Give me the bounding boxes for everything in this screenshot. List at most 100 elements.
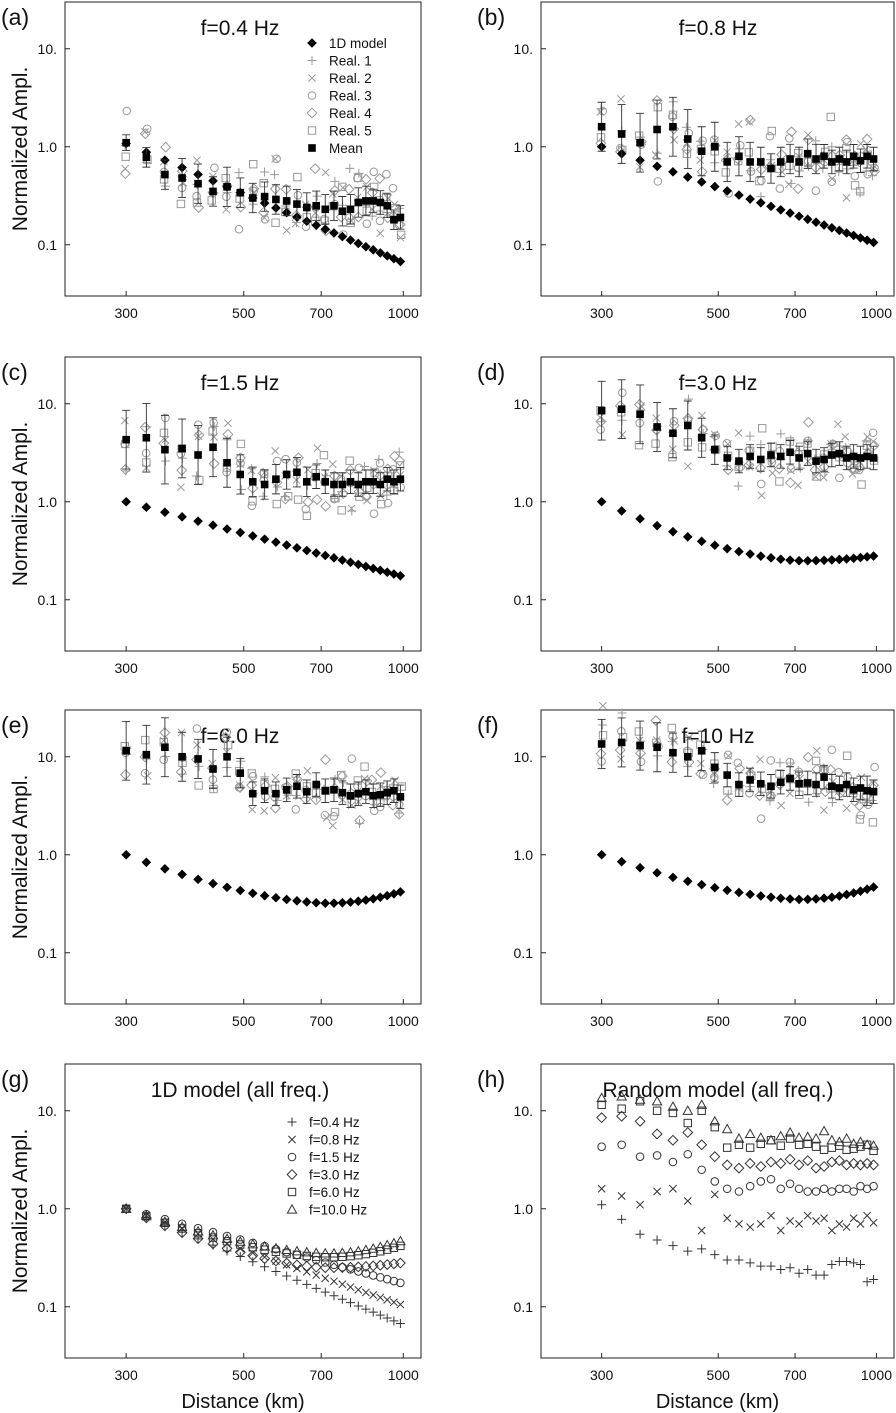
mean-point	[669, 122, 677, 131]
data-point	[793, 1132, 805, 1142]
data-point	[616, 1110, 628, 1122]
mean-point	[321, 477, 330, 486]
data-point	[259, 1240, 271, 1251]
real-point	[319, 450, 329, 460]
data-point	[827, 1226, 836, 1235]
data-point	[683, 1197, 692, 1205]
series-mean	[122, 717, 405, 810]
real-point	[209, 418, 218, 428]
real-point	[596, 107, 605, 116]
data-point	[248, 1257, 258, 1267]
data-point	[819, 1184, 829, 1194]
model-point	[635, 514, 645, 524]
mean-point	[723, 158, 731, 166]
model-point	[121, 849, 131, 860]
y-tick-label: 10.	[38, 41, 57, 57]
data-point	[710, 1250, 720, 1260]
data-point	[301, 1260, 313, 1272]
real-point	[853, 800, 865, 812]
data-point	[193, 1223, 203, 1233]
legend-label: Mean	[329, 141, 363, 156]
legend-label: Real. 1	[329, 54, 372, 69]
model-point	[247, 531, 258, 541]
mean-point	[803, 449, 812, 458]
series-1d-model	[596, 141, 879, 248]
model-point	[855, 552, 866, 563]
model-point	[292, 896, 302, 906]
mean-point	[710, 445, 719, 454]
mean-point	[820, 455, 828, 464]
data-point	[697, 1106, 706, 1115]
real-point	[207, 196, 216, 205]
mean-point	[390, 477, 398, 486]
data-point	[381, 1239, 393, 1250]
legend-label: f=1.5 Hz	[309, 1150, 360, 1165]
mean-point	[849, 786, 858, 794]
real-point	[861, 133, 873, 145]
real-point	[818, 461, 830, 473]
real-point	[375, 216, 385, 226]
real-point	[331, 493, 340, 503]
real-point	[863, 800, 873, 809]
mean-point	[820, 152, 828, 161]
real-point	[248, 183, 260, 195]
real-point	[614, 744, 626, 756]
real-point	[337, 488, 349, 500]
real-point	[653, 177, 663, 186]
real-point	[280, 183, 292, 195]
model-point	[193, 516, 203, 526]
real-point	[819, 806, 828, 815]
plot-frame	[540, 356, 895, 652]
mean-point	[260, 480, 269, 489]
real-point	[269, 183, 281, 195]
data-point	[803, 1187, 813, 1196]
real-point	[160, 141, 172, 153]
x-tick-label: 700	[783, 1013, 807, 1029]
real-point	[616, 755, 625, 764]
legend-label: f=6.0 Hz	[309, 1185, 360, 1200]
model-point	[775, 205, 786, 215]
data-point	[722, 1184, 732, 1194]
data-point	[861, 1157, 873, 1169]
data-point	[849, 1214, 858, 1223]
mean-point	[869, 155, 878, 163]
model-point	[745, 194, 755, 204]
data-point	[270, 1255, 282, 1267]
data-point	[734, 1255, 744, 1265]
data-point	[120, 1203, 132, 1213]
model-point	[345, 235, 356, 245]
panel-title: f=0.4 Hz	[201, 17, 280, 40]
real-point	[853, 461, 865, 473]
real-point	[160, 456, 170, 466]
real-point	[192, 724, 202, 733]
data-point	[319, 1262, 331, 1274]
data-point	[652, 1235, 662, 1245]
real-point	[140, 768, 150, 778]
model-point	[794, 894, 804, 905]
y-tick-label: 10.	[514, 396, 533, 412]
data-point	[596, 1092, 608, 1103]
mean-point	[842, 158, 851, 166]
real-point	[745, 431, 755, 441]
model-point	[177, 512, 187, 522]
mean-point	[697, 747, 706, 755]
real-point	[269, 802, 281, 814]
real-point	[857, 773, 866, 782]
data-point	[826, 1134, 838, 1145]
data-point	[221, 1242, 233, 1254]
mean-point	[869, 454, 878, 462]
real-point	[247, 501, 257, 511]
y-axis-title: Normalized Ampl.	[9, 422, 32, 587]
real-point	[756, 176, 766, 186]
mean-point	[396, 213, 405, 222]
model-point	[652, 520, 662, 531]
data-point	[321, 1274, 330, 1283]
y-tick-label: 0.1	[38, 592, 58, 608]
mean-point	[617, 738, 626, 747]
data-point	[709, 1151, 721, 1163]
data-point	[734, 1140, 744, 1149]
real-point	[833, 420, 842, 429]
real-point	[234, 168, 244, 178]
data-point	[722, 1143, 732, 1152]
data-point	[785, 1263, 795, 1273]
